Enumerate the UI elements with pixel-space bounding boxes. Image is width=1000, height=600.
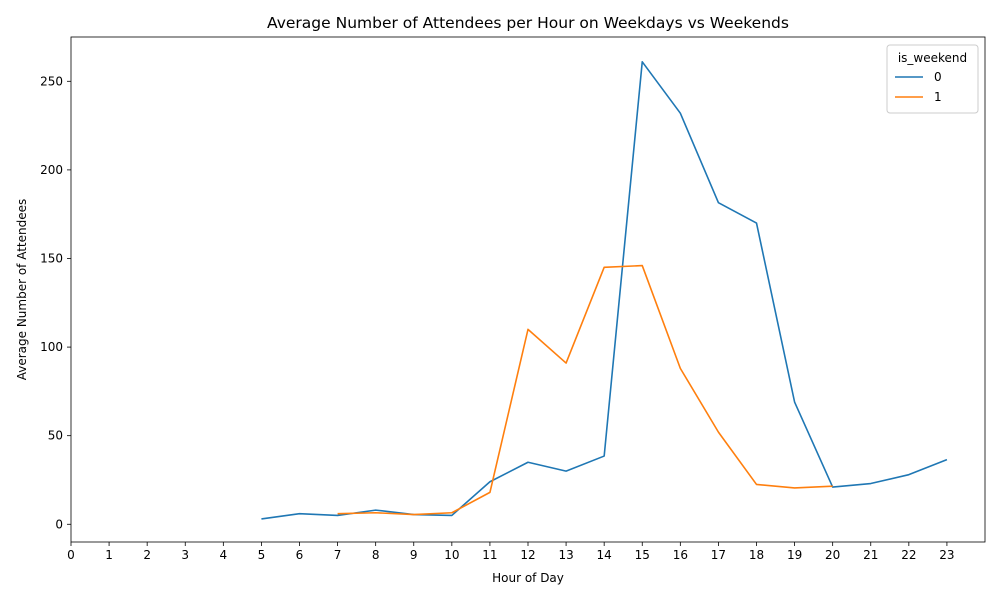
legend-box — [886, 44, 979, 114]
x-tick-label: 16 — [673, 548, 688, 562]
x-tick-label: 5 — [258, 548, 266, 562]
y-axis-title: Average Number of Attendees — [15, 199, 29, 381]
x-tick-label: 18 — [749, 548, 764, 562]
x-tick-label: 13 — [558, 548, 573, 562]
series-line-1 — [337, 264, 833, 516]
x-tick-label: 3 — [181, 548, 189, 562]
x-tick-label: 10 — [444, 548, 459, 562]
x-tick-label: 17 — [711, 548, 726, 562]
x-tick-label: 22 — [901, 548, 916, 562]
plot-area — [70, 36, 986, 543]
y-axis: 0 50 100 150 200 250 — [40, 74, 71, 531]
plot-frame — [70, 36, 986, 543]
x-tick-label: 6 — [296, 548, 304, 562]
legend-title: is_weekend — [898, 51, 967, 65]
x-tick-label: 9 — [410, 548, 418, 562]
legend-label-0: 0 — [934, 70, 942, 84]
legend: is_weekend 0 1 — [886, 44, 979, 114]
y-tick-label: 100 — [40, 340, 63, 354]
x-axis: 0 1 2 3 4 5 6 7 8 9 10 11 12 13 14 15 16 17 18 19 20 21 22 23 — [67, 542, 955, 562]
x-tick-label: 21 — [863, 548, 878, 562]
y-tick-label: 200 — [40, 163, 63, 177]
x-tick-label: 7 — [334, 548, 342, 562]
x-tick-label: 12 — [520, 548, 535, 562]
x-tick-label: 1 — [105, 548, 113, 562]
x-tick-label: 11 — [482, 548, 497, 562]
x-tick-label: 15 — [635, 548, 650, 562]
y-tick-label: 150 — [40, 251, 63, 265]
x-tick-label: 4 — [220, 548, 228, 562]
x-tick-label: 20 — [825, 548, 840, 562]
legend-label-1: 1 — [934, 90, 942, 104]
x-tick-label: 14 — [597, 548, 612, 562]
y-tick-label: 250 — [40, 74, 63, 88]
x-tick-label: 8 — [372, 548, 380, 562]
y-tick-label: 50 — [48, 429, 63, 443]
x-tick-label: 0 — [67, 548, 75, 562]
x-tick-label: 19 — [787, 548, 802, 562]
chart-title: Average Number of Attendees per Hour on … — [267, 14, 789, 32]
series-line-0 — [261, 61, 948, 520]
x-tick-label: 23 — [939, 548, 954, 562]
x-tick-label: 2 — [143, 548, 151, 562]
x-axis-title: Hour of Day — [492, 571, 564, 585]
y-tick-label: 0 — [55, 517, 63, 531]
